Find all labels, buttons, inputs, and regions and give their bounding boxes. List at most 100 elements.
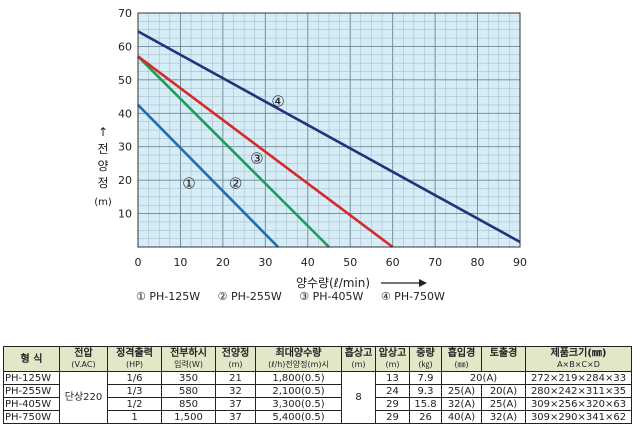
cell-lift: 29 bbox=[375, 397, 410, 411]
cell-watt: 350 bbox=[161, 371, 216, 385]
series-marker-ph-405w: ③ bbox=[250, 149, 263, 167]
x-tick-label: 40 bbox=[301, 256, 315, 269]
cell-hp: 1/6 bbox=[107, 371, 162, 385]
y-axis-char-1: 전 bbox=[97, 142, 109, 156]
header-full-load-input: 전부하시 입력(W) bbox=[161, 346, 216, 372]
y-axis-unit: (m) bbox=[94, 197, 112, 208]
cell-weight: 9.3 bbox=[409, 384, 442, 398]
cell-size: 272×219×284×33 bbox=[525, 371, 632, 385]
header-model: 형 식 bbox=[3, 346, 60, 372]
cell-hp: 1/3 bbox=[107, 384, 162, 398]
cell-watt: 580 bbox=[161, 384, 216, 398]
cell-head: 32 bbox=[215, 384, 256, 398]
y-axis-arrow: ↑ bbox=[97, 125, 109, 139]
cell-head: 37 bbox=[215, 410, 256, 424]
header-outlet: 토출경 bbox=[481, 346, 526, 372]
cell-model: PH-255W bbox=[3, 384, 60, 398]
cell-outlet: 25(A) bbox=[481, 397, 526, 411]
cell-voltage: 단상220 bbox=[59, 371, 108, 424]
y-tick-label: 40 bbox=[118, 107, 132, 120]
table-row: PH-750W 1 1,500 37 5,400(0.5) 29 26 40(A… bbox=[3, 410, 632, 424]
cell-lift: 24 bbox=[375, 384, 410, 398]
cell-head: 37 bbox=[215, 397, 256, 411]
legend-item-ph750w: ④ PH-750W bbox=[380, 290, 445, 303]
y-tick-label: 70 bbox=[118, 7, 132, 20]
x-tick-label: 50 bbox=[343, 256, 357, 269]
series-line-ph-125w bbox=[137, 104, 279, 248]
header-voltage: 전압 (V.AC) bbox=[59, 346, 108, 372]
legend-item-ph255w: ② PH-255W bbox=[217, 290, 282, 303]
cell-hp: 1/2 bbox=[107, 397, 162, 411]
table-header-row: 형 식 전압 (V.AC) 정격출력 (HP) 전부하시 입력(W) 전양정 (m) 최… bbox=[3, 346, 632, 372]
cell-weight: 15.8 bbox=[409, 397, 442, 411]
cell-watt: 1,500 bbox=[161, 410, 216, 424]
x-tick-label: 60 bbox=[386, 256, 400, 269]
cell-size: 309×256×320×63 bbox=[525, 397, 632, 411]
cell-inlet-outlet: 20(A) bbox=[441, 371, 526, 385]
axis-ticks: 0 10 20 30 40 50 60 70 80 90 10 20 30 40 50 60 70 bbox=[118, 7, 527, 269]
cell-weight: 26 bbox=[409, 410, 442, 424]
pump-curve-chart: 0 10 20 30 40 50 60 70 80 90 10 20 30 40 50 60 70 ① ②③ ④ 양… bbox=[118, 7, 527, 290]
cell-size: 309×290×341×62 bbox=[525, 410, 632, 424]
series-marker-ph-255w: ② bbox=[229, 174, 242, 192]
series-line-ph-405w bbox=[137, 55, 394, 249]
legend-item-ph125w: ① PH-125W bbox=[136, 290, 201, 303]
series-marker-ph-125w: ① bbox=[182, 174, 195, 192]
x-tick-label: 10 bbox=[173, 256, 187, 269]
x-tick-label: 90 bbox=[513, 256, 527, 269]
x-tick-label: 70 bbox=[428, 256, 442, 269]
cell-size: 280×242×311×35 bbox=[525, 384, 632, 398]
legend: ① PH-125W ② PH-255W ③ PH-405W ④ PH-750W bbox=[136, 290, 459, 303]
cell-inlet: 25(A) bbox=[441, 384, 482, 398]
x-axis-label: 양수량(ℓ/min) bbox=[296, 276, 370, 290]
cell-hp: 1 bbox=[107, 410, 162, 424]
series-lines bbox=[137, 30, 521, 249]
cell-flow: 1,800(0.5) bbox=[255, 371, 342, 385]
legend-item-ph405w: ③ PH-405W bbox=[299, 290, 364, 303]
cell-lift: 29 bbox=[375, 410, 410, 424]
cell-flow: 3,300(0.5) bbox=[255, 397, 342, 411]
header-discharge-height: 압상고 (m) bbox=[375, 346, 410, 372]
cell-model: PH-750W bbox=[3, 410, 60, 424]
cell-head: 21 bbox=[215, 371, 256, 385]
header-suction-height: 흡상고 (m) bbox=[341, 346, 376, 372]
header-total-head: 전양정 (m) bbox=[215, 346, 256, 372]
cell-inlet: 32(A) bbox=[441, 397, 482, 411]
series-marker-ph-750w: ④ bbox=[271, 93, 284, 111]
header-inlet: 흡입경 (㎜) bbox=[441, 346, 482, 372]
x-axis-arrowhead bbox=[419, 279, 427, 287]
table-row: PH-405W 1/2 850 37 3,300(0.5) 29 15.8 32… bbox=[3, 397, 632, 411]
series-line-ph-255w bbox=[137, 55, 330, 248]
cell-lift: 13 bbox=[375, 371, 410, 385]
cell-outlet: 20(A) bbox=[481, 384, 526, 398]
y-axis-label: ↑ 전 양 정 (m) bbox=[94, 124, 112, 211]
cell-suction-height: 8 bbox=[341, 371, 376, 424]
y-tick-label: 10 bbox=[118, 208, 132, 221]
header-max-flow: 최대양수량 (ℓ/h)전양정(m)시 bbox=[255, 346, 342, 372]
cell-model: PH-125W bbox=[3, 371, 60, 385]
cell-flow: 5,400(0.5) bbox=[255, 410, 342, 424]
cell-outlet: 32(A) bbox=[481, 410, 526, 424]
y-tick-label: 30 bbox=[118, 141, 132, 154]
y-tick-label: 50 bbox=[118, 74, 132, 87]
table-row: PH-125W 단상220 1/6 350 21 1,800(0.5) 8 13… bbox=[3, 371, 632, 424]
header-weight: 중량 (㎏) bbox=[409, 346, 442, 372]
series-markers: ① ②③ ④ bbox=[182, 93, 285, 193]
cell-watt: 850 bbox=[161, 397, 216, 411]
axes: 양수량(ℓ/min) bbox=[137, 12, 521, 290]
cell-inlet: 40(A) bbox=[441, 410, 482, 424]
cell-model: PH-405W bbox=[3, 397, 60, 411]
cell-flow: 2,100(0.5) bbox=[255, 384, 342, 398]
y-tick-label: 20 bbox=[118, 174, 132, 187]
series-line-ph-750w bbox=[137, 30, 521, 244]
header-rated-output: 정격출력 (HP) bbox=[107, 346, 162, 372]
header-size: 제품크기(㎜) A×B×C×D bbox=[525, 346, 632, 372]
y-tick-label: 60 bbox=[118, 40, 132, 53]
x-tick-label: 20 bbox=[216, 256, 230, 269]
x-tick-label: 80 bbox=[471, 256, 485, 269]
y-axis-char-2: 양 bbox=[97, 159, 109, 173]
y-axis-char-3: 정 bbox=[97, 176, 109, 190]
cell-weight: 7.9 bbox=[409, 371, 442, 385]
plot-frame bbox=[137, 12, 521, 248]
x-tick-label: 0 bbox=[135, 256, 142, 269]
